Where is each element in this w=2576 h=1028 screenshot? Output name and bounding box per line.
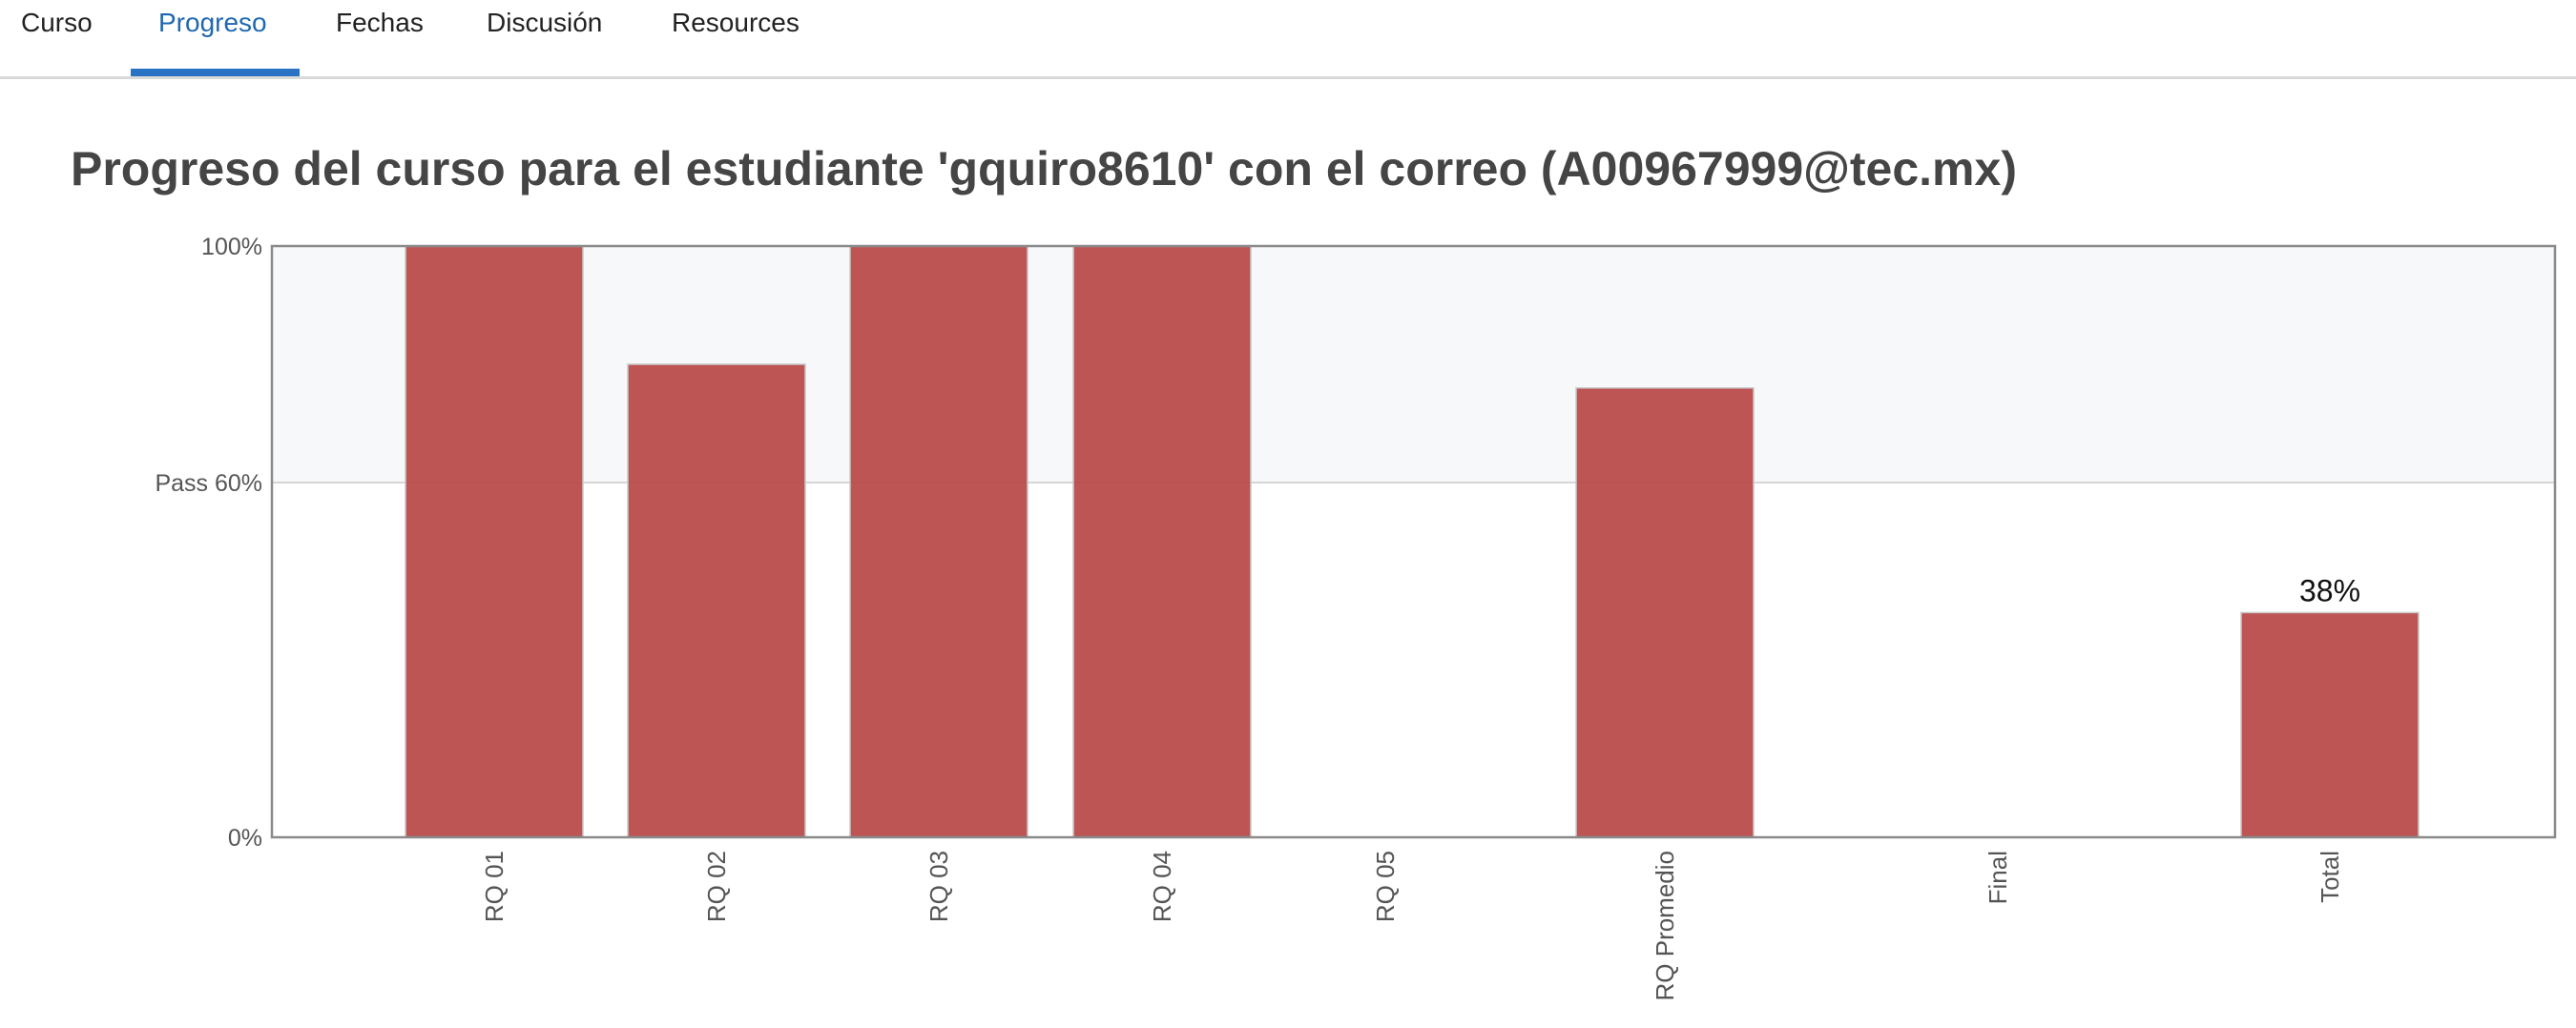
tab-curso[interactable]: Curso: [21, 8, 93, 37]
x-tick-label: RQ 02: [702, 851, 731, 922]
page-title: Progreso del curso para el estudiante 'g…: [71, 142, 2017, 195]
pass-band: [272, 246, 2555, 483]
tab-progreso[interactable]: Progreso: [158, 8, 267, 37]
plot-border: [270, 244, 2557, 839]
bar-rq-04: [1072, 245, 1252, 838]
data-label: 38%: [2299, 573, 2360, 607]
x-tick-label: Final: [1984, 851, 2012, 904]
bar-rq-02: [627, 363, 806, 838]
x-tick-label: Total: [2316, 851, 2344, 903]
y-tick-label: 100%: [201, 234, 262, 260]
bar-total: [2240, 611, 2420, 838]
x-tick-label: RQ Promedio: [1651, 851, 1679, 1001]
bar-rq-promedio: [1575, 387, 1755, 838]
x-tick-label: RQ 04: [1148, 851, 1176, 922]
tab-fechas[interactable]: Fechas: [336, 8, 424, 37]
bar-rq-01: [405, 245, 584, 838]
x-tick-label: RQ 05: [1371, 851, 1400, 922]
x-tick-label: RQ 01: [480, 851, 509, 922]
tab-discusion[interactable]: Discusión: [487, 8, 603, 37]
y-tick-label: Pass 60%: [155, 470, 262, 497]
y-tick-label: 0%: [228, 825, 262, 852]
tab-resources[interactable]: Resources: [672, 8, 800, 37]
bar-rq-03: [849, 245, 1028, 838]
active-tab-indicator: [131, 69, 300, 76]
course-tab-bar: Curso Progreso Fechas Discusión Resource…: [0, 0, 2576, 79]
x-tick-label: RQ 03: [924, 851, 953, 922]
